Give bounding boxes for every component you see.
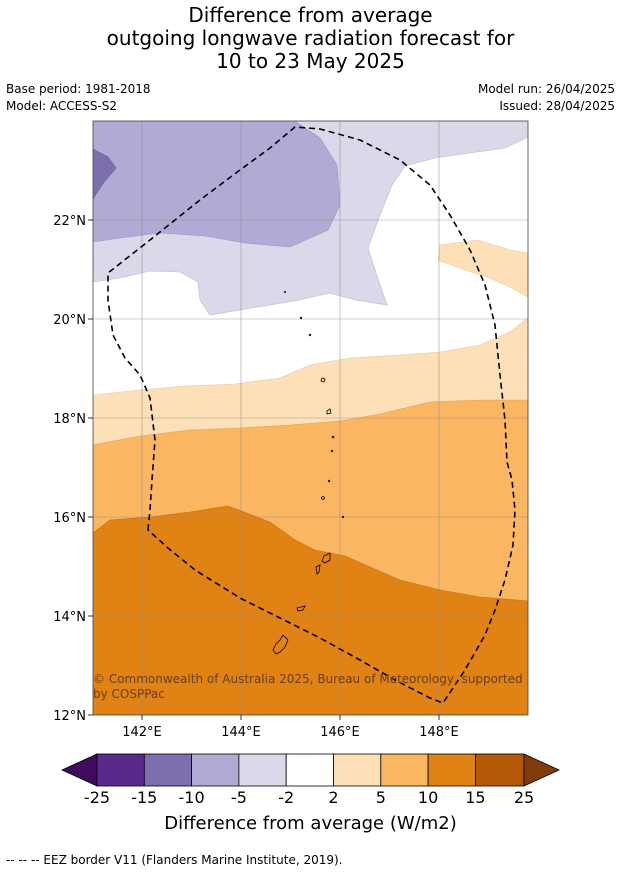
colorbar-tick: 25 bbox=[514, 788, 534, 807]
island-small-6 bbox=[299, 316, 303, 320]
lon-tick-label: 146°E bbox=[320, 725, 360, 740]
eez-footnote: -- -- -- EEZ border V11 (Flanders Marine… bbox=[6, 853, 343, 867]
island-guam bbox=[272, 634, 289, 655]
colorbar: -25 -15 -10 -5 -2 2 5 10 15 25 bbox=[61, 753, 560, 807]
lat-tick-label: 20°N bbox=[53, 313, 86, 328]
lon-tick-label: 144°E bbox=[221, 725, 261, 740]
band-2-to-5-northeast bbox=[437, 239, 528, 298]
colorbar-swatch bbox=[333, 753, 382, 787]
issued-date: Issued: 28/04/2025 bbox=[499, 99, 615, 113]
island-agrihan bbox=[320, 377, 326, 383]
island-small-3 bbox=[330, 449, 334, 453]
colorbar-tick: -2 bbox=[278, 788, 294, 807]
lon-tick-label: 142°E bbox=[122, 725, 162, 740]
colorbar-tick: 10 bbox=[418, 788, 438, 807]
island-tinian bbox=[315, 564, 321, 575]
colorbar-extend-low bbox=[61, 753, 98, 787]
lat-tick-label: 22°N bbox=[53, 214, 86, 229]
band-minus10-to-minus5 bbox=[93, 121, 341, 248]
colorbar-tick: -15 bbox=[131, 788, 157, 807]
title-line-3: 10 to 23 May 2025 bbox=[216, 49, 405, 73]
lat-tick-label: 18°N bbox=[53, 412, 86, 427]
island-saipan bbox=[321, 552, 331, 564]
meta-left: Base period: 1981-2018 Model: ACCESS-S2 bbox=[6, 81, 151, 115]
colorbar-tick: 2 bbox=[328, 788, 338, 807]
eez-border bbox=[107, 126, 516, 704]
base-period: Base period: 1981-2018 bbox=[6, 82, 151, 96]
colorbar-tick: -10 bbox=[179, 788, 205, 807]
colorbar-tick: -25 bbox=[84, 788, 110, 807]
colorbar-tick: -5 bbox=[231, 788, 247, 807]
colorbar-tick: 5 bbox=[376, 788, 386, 807]
title-line-1: Difference from average bbox=[188, 3, 433, 27]
title-line-2: outgoing longwave radiation forecast for bbox=[106, 26, 515, 50]
island-small-1 bbox=[321, 496, 325, 500]
island-small-8 bbox=[283, 290, 286, 293]
colorbar-swatch bbox=[191, 753, 240, 787]
island-rota bbox=[296, 605, 306, 612]
colorbar-swatch bbox=[143, 753, 193, 787]
colorbar-swatch bbox=[474, 753, 525, 787]
island-pagan bbox=[326, 408, 332, 415]
band-minus15-to-minus10 bbox=[93, 148, 117, 200]
colorbar-extend-high bbox=[523, 753, 560, 787]
meta-right: Model run: 26/04/2025 Issued: 28/04/2025 bbox=[478, 81, 615, 115]
island-small-7 bbox=[341, 515, 345, 519]
lat-tick-label: 14°N bbox=[53, 610, 86, 625]
tick-marks bbox=[88, 219, 440, 720]
island-small-5 bbox=[308, 333, 312, 337]
lat-tick-label: 12°N bbox=[53, 709, 86, 724]
graticule bbox=[93, 121, 528, 715]
model-name: Model: ACCESS-S2 bbox=[6, 99, 118, 113]
colorbar-swatch bbox=[238, 753, 287, 787]
model-run: Model run: 26/04/2025 bbox=[477, 82, 615, 96]
island-small-2 bbox=[327, 479, 331, 483]
chart-title: Difference from average outgoing longwav… bbox=[0, 4, 621, 73]
colorbar-swatch bbox=[380, 753, 429, 787]
colorbar-title: Difference from average (W/m2) bbox=[164, 813, 457, 834]
lat-tick-label: 16°N bbox=[53, 511, 86, 526]
colorbar-swatch bbox=[96, 753, 145, 787]
colorbar-swatch bbox=[427, 753, 476, 787]
colorbar-tick: 15 bbox=[465, 788, 485, 807]
colorbar-swatch bbox=[285, 753, 334, 787]
islands bbox=[272, 290, 345, 655]
island-small-4 bbox=[331, 435, 335, 439]
band-10-to-15 bbox=[93, 505, 528, 715]
copyright-notice: © Commonwealth of Australia 2025, Bureau… bbox=[93, 672, 523, 701]
lon-tick-label: 148°E bbox=[419, 725, 459, 740]
